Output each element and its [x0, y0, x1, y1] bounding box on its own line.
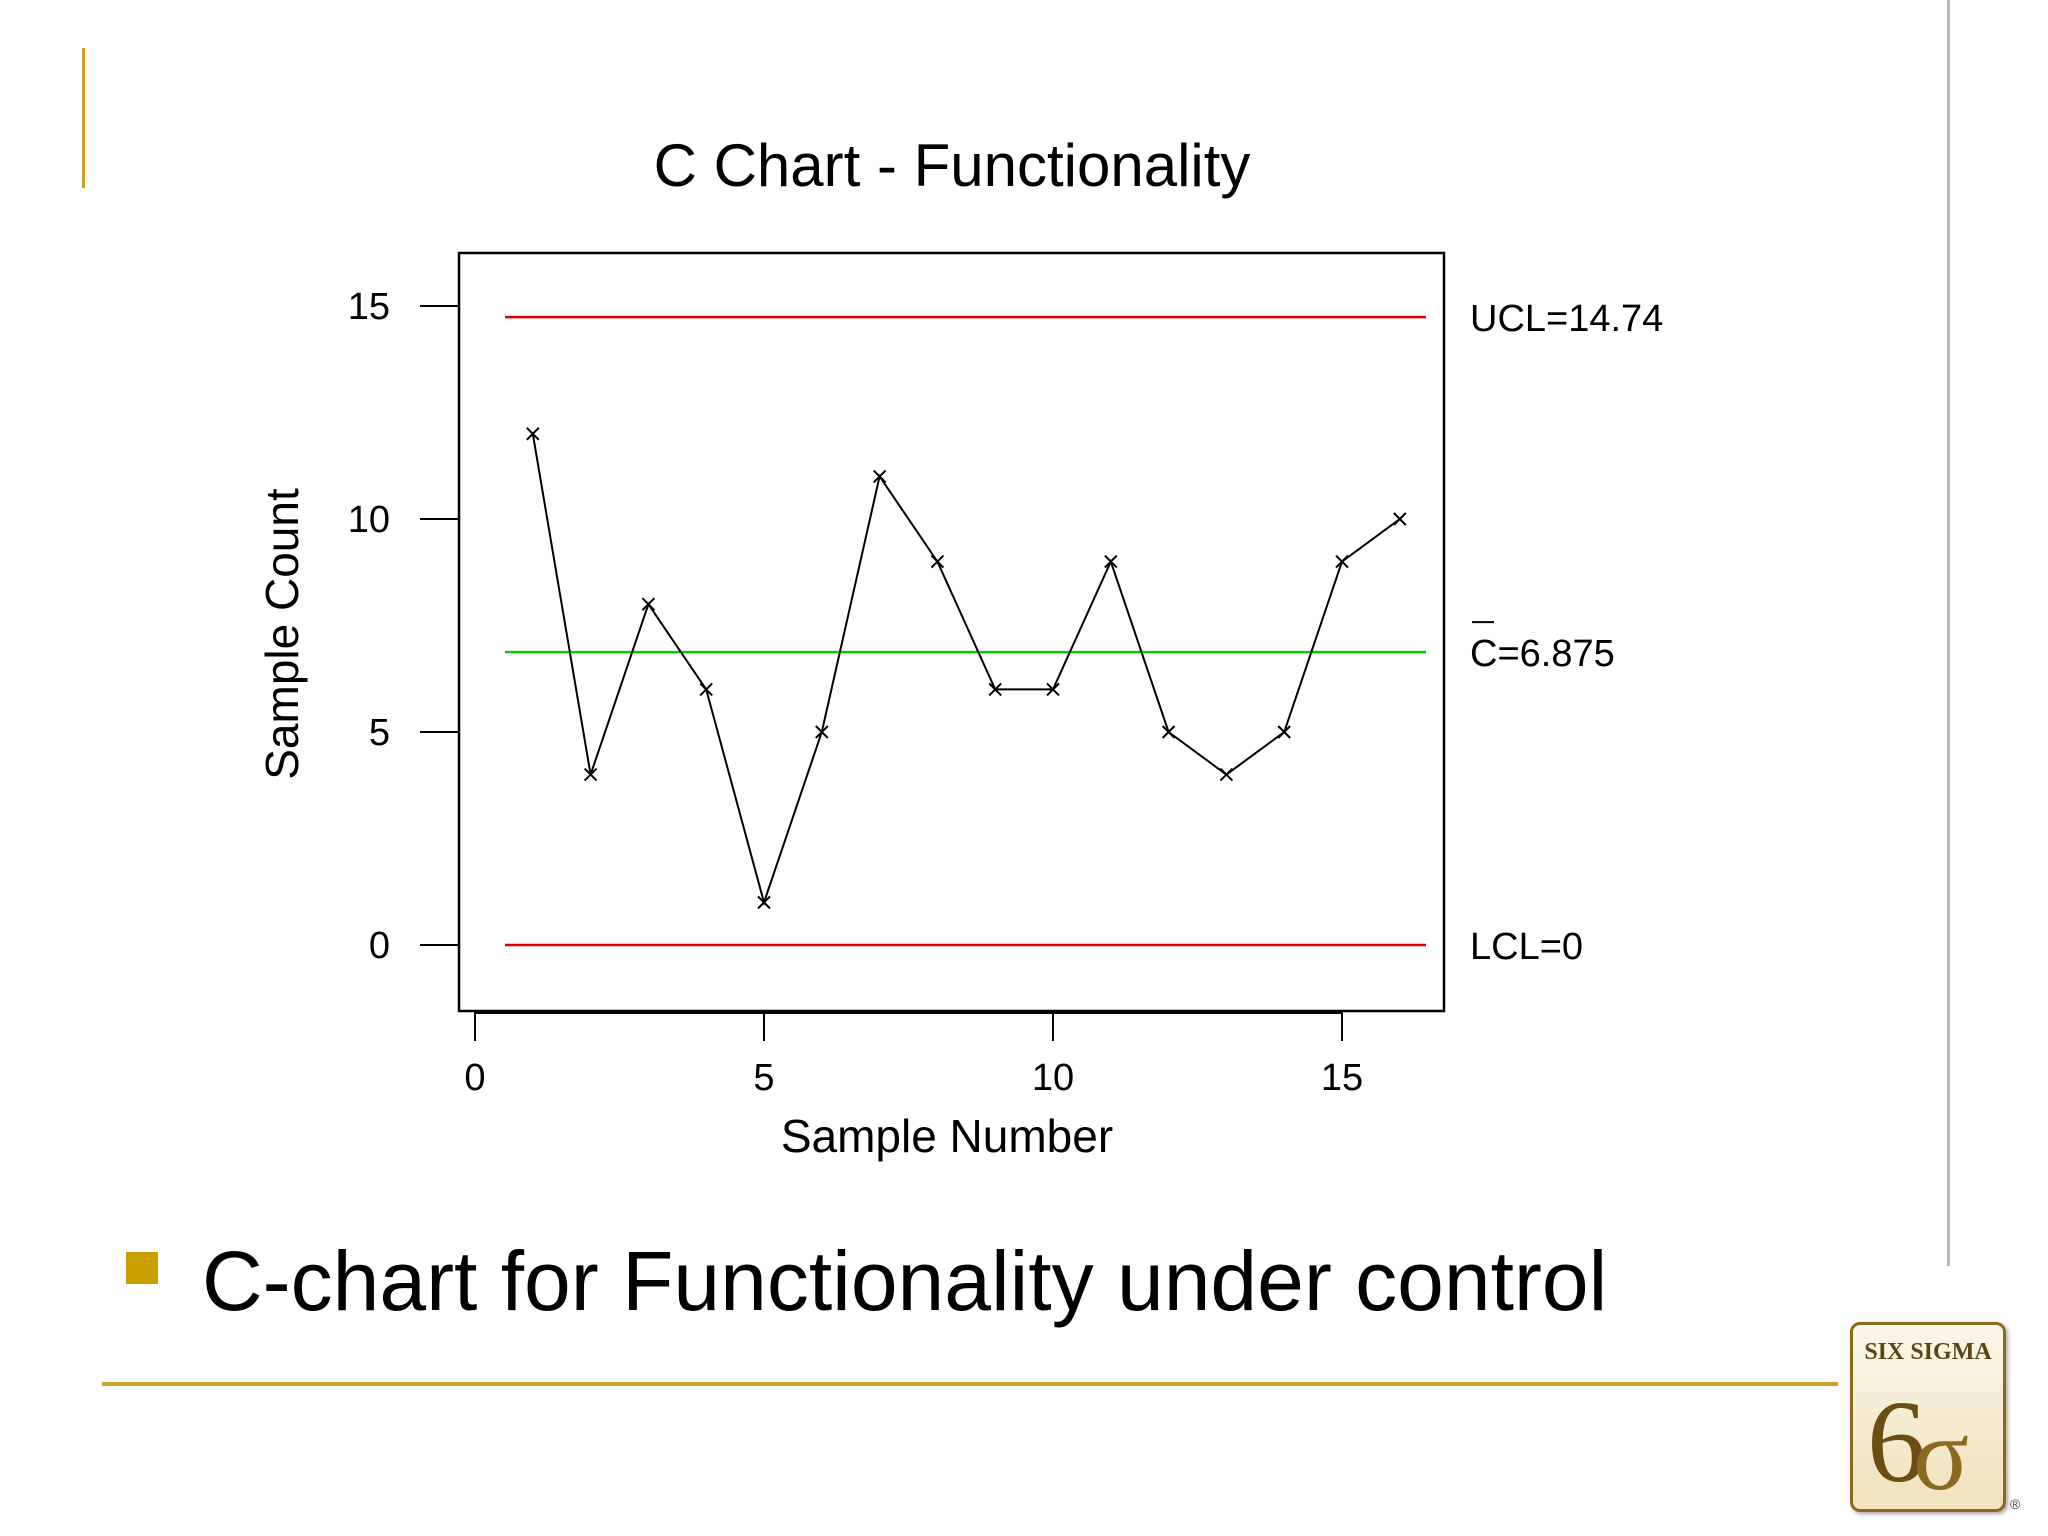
y-tick-label: 10 [348, 499, 390, 541]
data-point-marker [1393, 512, 1407, 526]
bullet-item: C-chart for Functionality under control [126, 1234, 1607, 1328]
data-point-marker [641, 597, 656, 611]
sigma-glyph: σ [1913, 1397, 1969, 1509]
data-point-marker [1219, 767, 1234, 782]
data-point-marker [988, 682, 1002, 697]
data-point-marker [815, 725, 829, 739]
x-tick-label: 0 [464, 1057, 485, 1099]
six-glyph: 6 [1867, 1376, 1926, 1507]
data-point-marker [1104, 554, 1118, 569]
data-point-marker [1277, 725, 1291, 739]
x-tick-label: 5 [753, 1057, 774, 1099]
plot-frame [457, 251, 1446, 1013]
y-tick-label: 0 [369, 925, 390, 967]
data-point-marker [526, 427, 540, 441]
six-sigma-logo: SIX SIGMA 6 σ [1850, 1322, 2006, 1512]
data-point-marker [757, 895, 771, 910]
control-line-label: C=6.875 [1470, 633, 1615, 675]
x-axis-label: Sample Number [781, 1110, 1113, 1162]
y-axis-label: Sample Count [256, 488, 308, 780]
series-line [531, 433, 1401, 906]
sigma-symbol-icon: 6 σ [1867, 1376, 1969, 1509]
y-tick-label: 15 [348, 286, 390, 328]
data-point-marker [699, 682, 713, 697]
control-line-label: LCL=0 [1470, 926, 1583, 968]
left-accent-rule [82, 48, 85, 188]
x-tick-label: 15 [1321, 1057, 1363, 1099]
data-point-marker [872, 469, 887, 484]
data-point-marker [1335, 554, 1349, 569]
x-tick-label: 10 [1032, 1057, 1074, 1099]
data-point-marker [1046, 682, 1060, 697]
bullet-text: C-chart for Functionality under control [202, 1233, 1608, 1328]
registered-mark: ® [2010, 1496, 2021, 1512]
chart-title: C Chart - Functionality [654, 132, 1251, 199]
data-point-marker [930, 554, 945, 569]
bullet-square-icon [126, 1252, 158, 1284]
data-point-marker [583, 767, 598, 782]
bottom-rule [102, 1382, 1838, 1386]
control-line-label: UCL=14.74 [1470, 298, 1663, 340]
data-point-marker [1161, 725, 1176, 739]
c-chart: C Chart - Functionality 0 5 10 15 0 5 10 15 Sampl… [256, 132, 1663, 1162]
logo-text: SIX SIGMA [1864, 1339, 1992, 1365]
y-tick-label: 5 [369, 712, 390, 754]
right-divider-rule [1947, 0, 1950, 1266]
